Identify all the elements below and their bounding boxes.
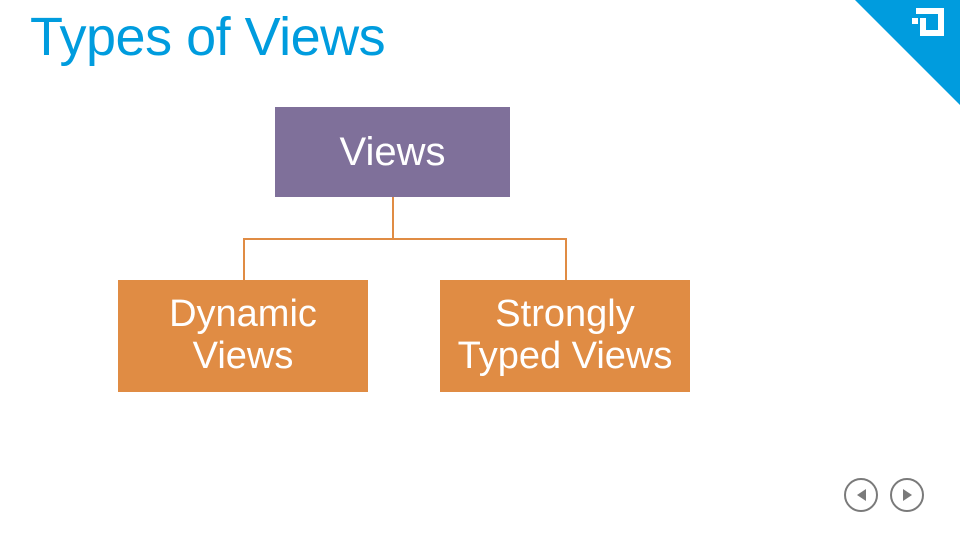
tree-child-node: Dynamic Views	[118, 280, 368, 392]
tree-root-node: Views	[275, 107, 510, 197]
tree-child-label: Dynamic Views	[122, 294, 364, 378]
connector-drop-right	[565, 238, 567, 280]
next-button[interactable]	[890, 478, 924, 512]
connector-horizontal	[243, 238, 565, 240]
slide-title: Types of Views	[30, 6, 385, 68]
connector-drop-left	[243, 238, 245, 280]
tree-root-label: Views	[340, 130, 446, 175]
brand-logo	[912, 8, 952, 36]
tree-child-label: Strongly Typed Views	[444, 294, 686, 378]
arrow-right-icon	[903, 489, 912, 501]
tree-child-node: Strongly Typed Views	[440, 280, 690, 392]
connector-stem	[392, 197, 394, 238]
slide: Types of Views Views Dynamic Views Stron…	[0, 0, 960, 540]
prev-button[interactable]	[844, 478, 878, 512]
arrow-left-icon	[857, 489, 866, 501]
